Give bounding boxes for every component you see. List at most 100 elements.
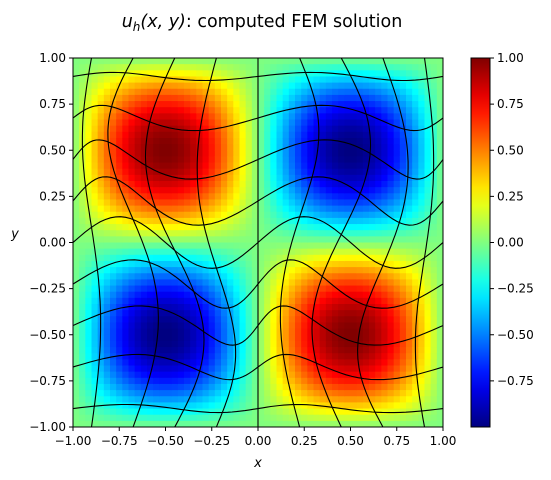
heatmap-cell [412,267,419,274]
heatmap-cell [202,371,210,379]
heatmap-cell [140,70,148,78]
heatmap-cell [85,377,93,385]
heatmap-cell [258,125,265,133]
heatmap-cell [301,291,308,299]
heatmap-cell [307,371,315,379]
heatmap-cell [301,205,308,213]
heatmap-cell [381,181,389,188]
heatmap-cell [319,254,327,262]
heatmap-cell [436,76,443,84]
heatmap-cell [85,187,93,194]
heatmap-cell [233,94,241,102]
heatmap-cell [430,396,438,403]
heatmap-cell [362,414,370,422]
heatmap-cell [412,168,419,176]
heatmap-cell [165,107,173,114]
heatmap-cell [436,297,443,305]
heatmap-cell [79,334,86,342]
heatmap-cell [171,420,179,427]
heatmap-cell [153,365,160,373]
heatmap-cell [344,420,352,427]
heatmap-cell [387,402,395,410]
heatmap-cell [406,224,413,231]
heatmap-cell [177,285,185,293]
heatmap-cell [91,168,99,176]
heatmap-cell [356,199,364,207]
heatmap-cell [147,94,154,102]
heatmap-cell [128,199,136,207]
heatmap-cell [344,383,352,391]
heatmap-cell [406,174,413,182]
heatmap-cell [227,224,234,231]
heatmap-cell [190,125,197,133]
heatmap-cell [350,113,358,121]
heatmap-cell [362,174,370,182]
heatmap-cell [128,322,136,330]
heatmap-cell [319,396,327,403]
heatmap-cell [381,94,389,102]
heatmap-cell [418,199,426,207]
heatmap-cell [344,242,352,250]
heatmap-cell [338,156,345,164]
heatmap-cell [196,162,204,170]
heatmap-cell [140,402,148,410]
heatmap-cell [356,70,364,78]
heatmap-cell [221,267,228,274]
heatmap-cell [251,125,259,133]
heatmap-cell [387,94,395,102]
heatmap-cell [79,340,86,348]
heatmap-cell [79,297,86,305]
heatmap-cell [332,353,339,360]
heatmap-cell [153,408,160,416]
heatmap-cell [221,181,228,188]
heatmap-cell [122,260,130,268]
heatmap-cell [332,334,339,342]
heatmap-cell [221,242,228,250]
heatmap-cell [73,383,80,391]
heatmap-cell [430,254,438,262]
heatmap-cell [406,334,413,342]
heatmap-cell [221,187,228,194]
heatmap-cell [239,322,247,330]
heatmap-cell [350,144,358,151]
heatmap-cell [134,334,142,342]
heatmap-cell [264,254,271,262]
heatmap-cell [332,82,339,90]
heatmap-cell [264,144,271,151]
heatmap-cell [375,236,382,244]
heatmap-cell [177,156,185,164]
heatmap-cell [251,408,259,416]
heatmap-cell [399,322,407,330]
heatmap-cell [184,383,191,391]
heatmap-cell [73,242,80,250]
heatmap-cell [282,76,290,84]
heatmap-cell [288,137,296,145]
heatmap-cell [190,304,197,311]
heatmap-cell [140,334,148,342]
heatmap-cell [362,150,370,157]
heatmap-cell [430,137,438,145]
heatmap-cell [412,297,419,305]
heatmap-cell [393,414,401,422]
heatmap-cell [406,371,413,379]
heatmap-cell [332,224,339,231]
heatmap-cell [258,334,265,342]
heatmap-cell [221,304,228,311]
heatmap-cell [412,174,419,182]
heatmap-cell [344,199,352,207]
heatmap-cell [258,359,265,367]
heatmap-cell [332,328,339,336]
heatmap-cell [338,248,345,256]
heatmap-cell [424,242,432,250]
heatmap-cell [208,347,216,354]
heatmap-cell [264,113,271,121]
heatmap-cell [159,279,167,287]
heatmap-cell [412,82,419,90]
heatmap-cell [436,420,443,427]
heatmap-cell [214,347,222,354]
heatmap-cell [128,359,136,367]
heatmap-cell [282,94,290,102]
heatmap-cell [412,119,419,127]
heatmap-cell [227,58,234,65]
heatmap-cell [202,291,210,299]
